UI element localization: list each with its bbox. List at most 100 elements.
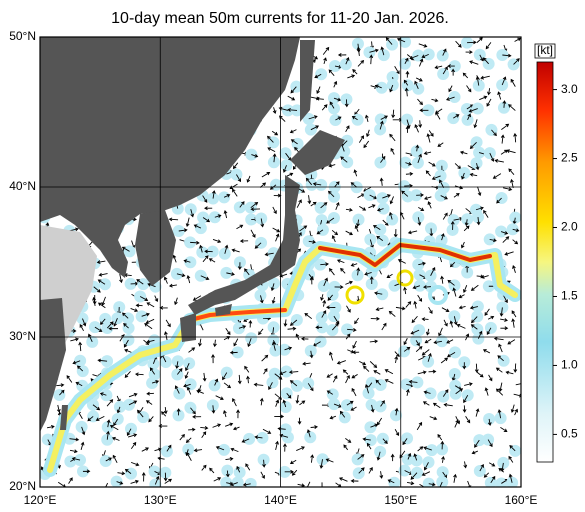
- arrow: [467, 480, 472, 487]
- arrow: [500, 326, 509, 331]
- arrow: [79, 324, 84, 332]
- arrow: [284, 346, 293, 351]
- eddy: [428, 285, 448, 305]
- arrow: [411, 315, 418, 324]
- arrow: [445, 96, 455, 101]
- arrow: [511, 318, 516, 328]
- arrow: [123, 323, 129, 329]
- arrow: [296, 446, 305, 451]
- arrow: [507, 339, 516, 345]
- arrow: [423, 446, 432, 451]
- arrow: [333, 97, 342, 102]
- arrow: [212, 423, 222, 428]
- arrow: [339, 410, 346, 418]
- arrow: [128, 400, 138, 406]
- arrow: [340, 267, 346, 274]
- arrow: [247, 338, 252, 348]
- lat-tick-label: 30°N: [9, 329, 36, 343]
- arrow: [491, 129, 497, 137]
- arrow: [233, 338, 239, 347]
- arrow: [376, 207, 384, 212]
- arrow: [259, 295, 264, 304]
- arrow: [275, 399, 280, 407]
- arrow: [287, 95, 296, 101]
- arrow: [290, 86, 297, 94]
- arrow: [225, 470, 230, 478]
- arrow: [315, 96, 324, 101]
- arrow: [254, 435, 263, 440]
- arrow: [510, 404, 515, 413]
- arrow: [428, 482, 436, 487]
- arrow: [512, 239, 519, 245]
- arrow: [512, 228, 520, 233]
- arrow: [464, 382, 473, 386]
- arrow: [345, 125, 350, 133]
- arrow: [106, 321, 114, 329]
- arrow: [449, 261, 456, 268]
- arrow: [427, 201, 432, 209]
- arrow: [274, 414, 285, 419]
- arrow: [428, 130, 434, 137]
- arrow: [394, 429, 400, 437]
- arrow: [350, 182, 357, 188]
- arrow: [513, 363, 518, 373]
- arrow: [99, 318, 106, 326]
- arrow: [418, 207, 425, 211]
- arrow: [423, 285, 431, 289]
- arrow: [287, 107, 298, 112]
- arrow: [113, 318, 118, 327]
- arrow: [388, 211, 393, 220]
- arrow: [154, 475, 160, 485]
- arrow: [97, 279, 106, 285]
- arrow: [370, 423, 379, 428]
- lat-tick-label: 50°N: [9, 29, 36, 43]
- arrow: [186, 386, 192, 395]
- arrow: [320, 294, 324, 301]
- arrow: [437, 433, 443, 441]
- arrow: [470, 324, 478, 330]
- arrow: [441, 307, 450, 313]
- arrow: [116, 406, 121, 414]
- arrow: [487, 315, 495, 320]
- arrow: [458, 305, 466, 310]
- arrow: [417, 294, 423, 302]
- arrow: [336, 360, 346, 365]
- arrow: [403, 338, 408, 346]
- arrow: [427, 352, 432, 362]
- arrow: [465, 416, 471, 424]
- arrow: [407, 230, 418, 235]
- arrow: [446, 351, 456, 358]
- arrow: [403, 346, 411, 352]
- arrow: [340, 156, 348, 163]
- arrow: [440, 440, 445, 450]
- arrow: [454, 419, 459, 428]
- arrow: [489, 152, 495, 162]
- arrow: [501, 123, 510, 131]
- arrow: [470, 284, 479, 291]
- arrow: [259, 397, 264, 406]
- arrow: [415, 346, 423, 353]
- arrow: [447, 279, 455, 286]
- arrow: [497, 91, 502, 100]
- arrow: [415, 144, 420, 152]
- arrow: [286, 393, 292, 399]
- eddy: [345, 285, 365, 305]
- lat-tick-label: 40°N: [9, 179, 36, 193]
- arrow: [271, 130, 279, 136]
- arrow: [250, 229, 256, 238]
- arrow: [124, 348, 132, 353]
- arrow: [248, 319, 253, 328]
- arrow: [417, 98, 423, 106]
- arrow: [345, 56, 350, 65]
- arrow: [329, 351, 334, 361]
- arrow: [450, 220, 455, 230]
- arrow: [352, 350, 360, 355]
- arrow: [126, 428, 132, 436]
- arrow: [439, 481, 443, 487]
- arrow: [97, 358, 108, 363]
- arrow: [268, 382, 273, 391]
- arrow: [80, 441, 85, 450]
- arrow: [123, 339, 129, 348]
- arrow: [246, 375, 250, 384]
- arrow: [421, 53, 429, 59]
